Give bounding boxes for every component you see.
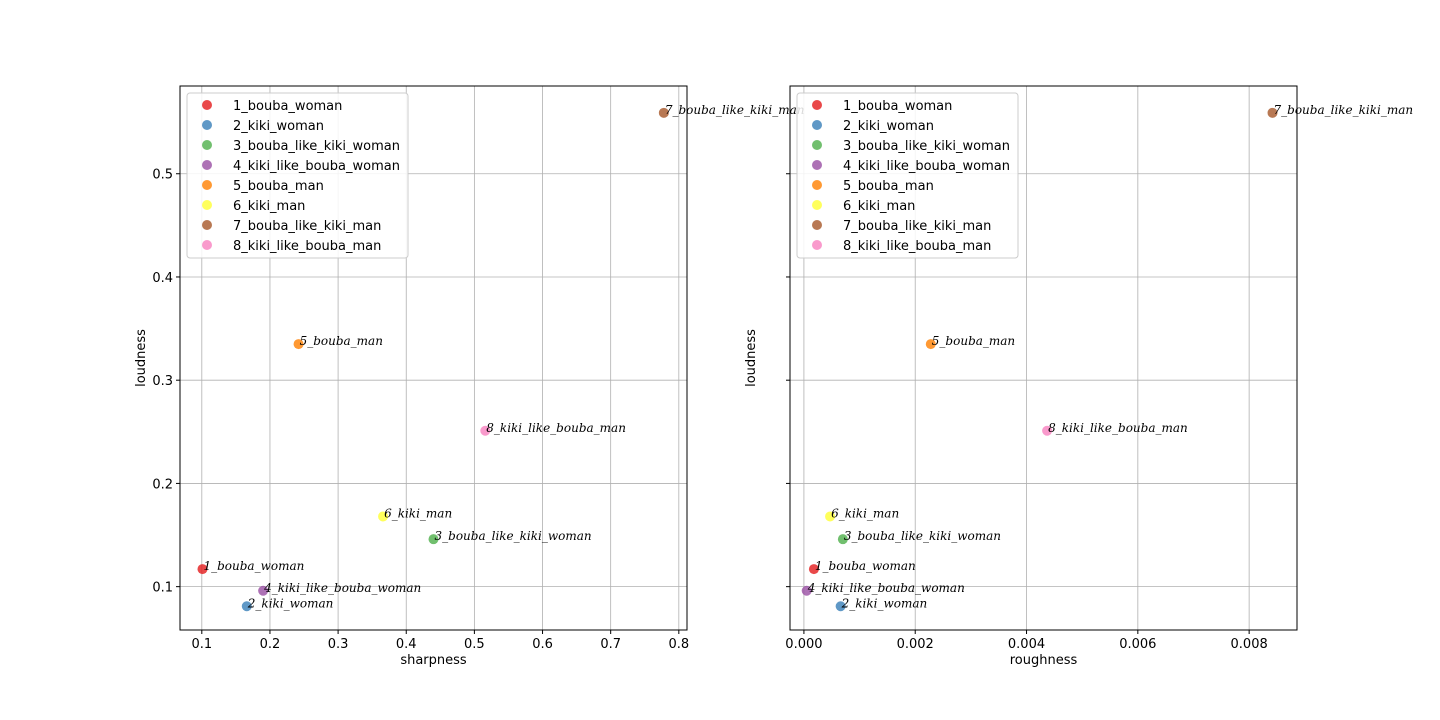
x-tick-label: 0.5 [464, 637, 485, 652]
legend-entry: 8_kiki_like_bouba_man [233, 239, 381, 254]
axes-frame [789, 85, 1298, 631]
point-label: 3_bouba_like_kiki_woman [435, 529, 592, 543]
legend-marker [812, 140, 822, 150]
point-label: 6_kiki_man [384, 506, 452, 520]
legend-marker [812, 100, 822, 110]
legend-entry: 5_bouba_man [843, 179, 934, 194]
legend-marker [202, 240, 212, 250]
data-point [480, 425, 491, 436]
legend-entry: 3_bouba_like_kiki_woman [233, 139, 400, 154]
x-tick-label: 0.1 [191, 637, 212, 652]
data-point [835, 601, 846, 612]
legend-entry: 4_kiki_like_bouba_woman [843, 159, 1010, 174]
data-point [925, 339, 936, 350]
scatter-chart-1: 0.1 0.2 0.3 0.4 0.5 0.6 0.7 0.80.10.20.30.40.5s… [134, 85, 805, 668]
point-label: 5_bouba_man [300, 334, 383, 348]
legend-marker [202, 160, 212, 170]
y-tick-label: 0.5 [152, 168, 173, 183]
y-axis-label: loudness [744, 329, 759, 387]
x-tick-label: 0.8 [668, 637, 689, 652]
legend-entry: 7_bouba_like_kiki_man [233, 219, 381, 234]
x-tick-label: 0.6 [532, 637, 553, 652]
point-label: 2_kiki_woman [841, 596, 928, 610]
x-axis-label: roughness [1010, 653, 1078, 668]
legend-marker [812, 220, 822, 230]
legend-marker [812, 160, 822, 170]
data-point [1267, 107, 1278, 118]
scatter-chart-2: 0.000 0.002 0.004 0.006 0.008 roughness loudne… [744, 85, 1414, 668]
data-point [197, 564, 208, 575]
point-label: 3_bouba_like_kiki_woman [844, 529, 1001, 543]
x-tick-label: 0.3 [328, 637, 349, 652]
legend-box [796, 92, 1019, 259]
x-tick-label: 0.002 [897, 637, 934, 652]
y-axis-label: loudness [134, 329, 149, 387]
legend-entry: 5_bouba_man [233, 179, 324, 194]
x-tick-label: 0.2 [260, 637, 281, 652]
legend-marker [202, 100, 212, 110]
legend-marker [812, 120, 822, 130]
legend-marker [202, 220, 212, 230]
legend-entry: 8_kiki_like_bouba_man [843, 239, 991, 254]
point-label: 1_bouba_woman [815, 559, 916, 573]
legend-entry: 1_bouba_woman [233, 99, 342, 114]
legend-marker [812, 240, 822, 250]
legend-entry: 7_bouba_like_kiki_man [843, 219, 991, 234]
x-tick-label: 0.4 [396, 637, 417, 652]
legend-marker [812, 180, 822, 190]
data-point [241, 601, 252, 612]
legend-marker [202, 180, 212, 190]
data-point [293, 339, 304, 350]
legend: 1_bouba_woman 2_kiki_woman 3_bouba_like_ki… [186, 92, 409, 259]
legend-entry: 1_bouba_woman [843, 99, 952, 114]
data-point [837, 534, 848, 545]
point-label: 4_kiki_like_bouba_woman [263, 581, 421, 595]
legend-marker [202, 140, 212, 150]
legend-marker [202, 120, 212, 130]
x-tick-label: 0.7 [600, 637, 621, 652]
legend-entry: 3_bouba_like_kiki_woman [843, 139, 1010, 154]
y-tick-label: 0.4 [152, 271, 173, 286]
x-tick-label: 0.000 [785, 637, 822, 652]
y-tick-label: 0.3 [152, 374, 173, 389]
data-point [808, 564, 819, 575]
legend-entry: 2_kiki_woman [843, 119, 934, 134]
point-label: 8_kiki_like_bouba_man [1048, 421, 1188, 435]
point-label: 7_bouba_like_kiki_man [665, 103, 805, 117]
data-point [801, 585, 812, 596]
x-tick-label: 0.006 [1119, 637, 1156, 652]
point-label: 6_kiki_man [831, 506, 899, 520]
data-point [258, 585, 269, 596]
y-tick-label: 0.2 [152, 477, 173, 492]
data-point [428, 534, 439, 545]
point-label: 2_kiki_woman [247, 596, 334, 610]
y-tick-label: 0.1 [152, 581, 173, 596]
x-axis-label: sharpness [400, 653, 467, 668]
legend-marker [812, 200, 822, 210]
legend-entry: 2_kiki_woman [233, 119, 324, 134]
x-tick-label: 0.004 [1008, 637, 1045, 652]
point-label: 7_bouba_like_kiki_man [1274, 103, 1414, 117]
data-point [1042, 425, 1053, 436]
data-point [658, 107, 669, 118]
legend-entry: 6_kiki_man [843, 199, 915, 214]
legend-entry: 6_kiki_man [233, 199, 305, 214]
data-point [825, 511, 836, 522]
data-point [378, 511, 389, 522]
point-label: 5_bouba_man [932, 334, 1015, 348]
point-label: 4_kiki_like_bouba_woman [807, 581, 965, 595]
legend-box [186, 92, 409, 259]
point-label: 8_kiki_like_bouba_man [486, 421, 626, 435]
legend: 1_bouba_woman 2_kiki_woman 3_bouba_like_ki… [796, 92, 1019, 259]
legend-marker [202, 200, 212, 210]
legend-entry: 4_kiki_like_bouba_woman [233, 159, 400, 174]
point-label: 1_bouba_woman [203, 559, 304, 573]
axes-frame [179, 85, 688, 631]
x-tick-label: 0.008 [1231, 637, 1268, 652]
